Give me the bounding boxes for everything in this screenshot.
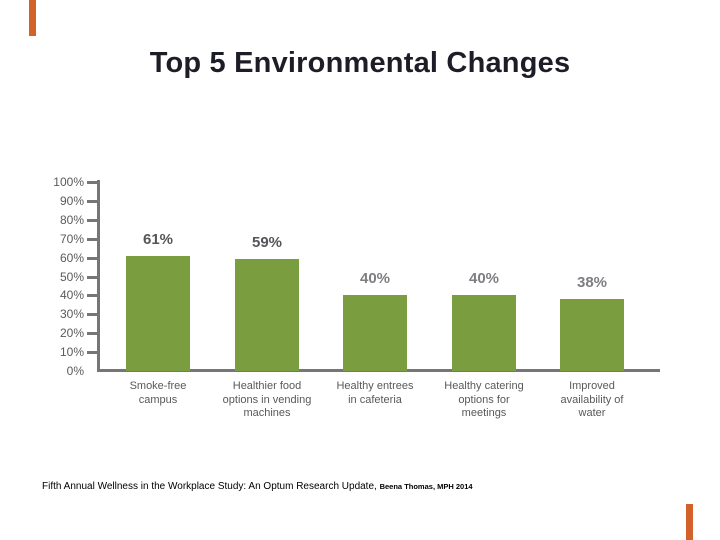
y-axis-tick-label: 70% bbox=[59, 231, 84, 246]
bar bbox=[235, 259, 299, 371]
y-axis-tick bbox=[87, 256, 97, 260]
bar-value-label: 40% bbox=[359, 270, 391, 287]
citation: Fifth Annual Wellness in the Workplace S… bbox=[42, 481, 473, 492]
orange-accent-mark-bottom bbox=[686, 504, 693, 540]
y-axis-tick-label: 100% bbox=[53, 175, 84, 189]
slide-title: Top 5 Environmental Changes bbox=[149, 47, 571, 79]
y-axis-tick-label: 0% bbox=[66, 364, 84, 378]
y-axis-tick bbox=[87, 218, 97, 222]
y-axis-tick-label: 20% bbox=[59, 326, 84, 341]
y-axis-tick bbox=[87, 332, 97, 336]
y-axis-tick-label: 50% bbox=[59, 269, 84, 284]
y-axis-line bbox=[97, 180, 100, 372]
y-axis-tick bbox=[87, 313, 97, 317]
bar-category-label: Healthy entrees in cafeteria bbox=[336, 380, 414, 406]
y-axis-tick bbox=[87, 275, 97, 279]
y-axis-tick-label: 80% bbox=[59, 212, 84, 227]
bar-category-label: Healthier food options in vending machines bbox=[222, 380, 312, 419]
bar-value-label: 40% bbox=[468, 270, 500, 287]
bar-value-label: 61% bbox=[142, 231, 174, 248]
bar-category-label: Improved availability of water bbox=[560, 380, 624, 419]
y-axis-tick-label: 90% bbox=[59, 193, 84, 208]
y-axis-tick bbox=[87, 294, 97, 298]
y-axis-tick bbox=[87, 199, 97, 203]
y-axis-tick bbox=[87, 237, 97, 241]
y-axis-tick bbox=[87, 351, 97, 355]
bar-category-label: Smoke-free campus bbox=[129, 380, 187, 406]
y-axis-tick-label: 60% bbox=[59, 250, 84, 265]
bar bbox=[452, 295, 516, 371]
y-axis-tick-label: 40% bbox=[59, 288, 84, 303]
bar bbox=[126, 256, 190, 371]
bar-value-label: 59% bbox=[251, 234, 283, 251]
bar-value-label: 38% bbox=[576, 274, 608, 291]
citation-main-text: Fifth Annual Wellness in the Workplace S… bbox=[42, 481, 380, 492]
y-axis-tick-label: 10% bbox=[59, 345, 84, 360]
bar bbox=[560, 299, 624, 371]
citation-author-text: Beena Thomas, MPH 2014 bbox=[379, 482, 473, 491]
orange-accent-mark-top bbox=[29, 0, 36, 36]
y-axis-tick bbox=[87, 181, 97, 184]
y-axis-tick-label: 30% bbox=[59, 307, 84, 322]
bar bbox=[343, 295, 407, 371]
bar-category-label: Healthy catering options for meetings bbox=[444, 380, 524, 419]
